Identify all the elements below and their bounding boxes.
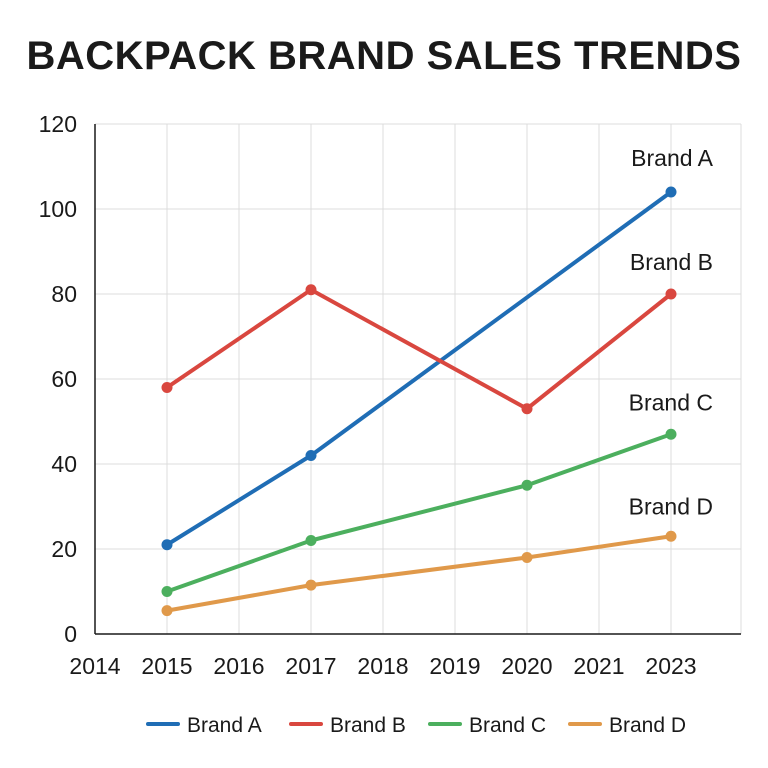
data-point-brand-b bbox=[665, 288, 677, 300]
x-tick-label: 2019 bbox=[429, 653, 480, 679]
series-line-brand-c bbox=[165, 432, 673, 594]
end-label-brand-a: Brand A bbox=[631, 145, 713, 171]
data-point-brand-b bbox=[521, 403, 533, 415]
data-point-brand-d bbox=[161, 605, 173, 617]
series-end-labels: Brand A Brand B Brand C Brand D bbox=[629, 145, 714, 519]
end-label-brand-b: Brand B bbox=[630, 249, 713, 275]
y-tick-label: 60 bbox=[51, 366, 77, 392]
legend-item-brand-c: Brand C bbox=[428, 714, 546, 737]
end-label-brand-c: Brand C bbox=[629, 389, 713, 415]
x-tick-label: 2017 bbox=[285, 653, 336, 679]
data-point-brand-c bbox=[161, 586, 173, 597]
y-tick-labels: 0 20 40 60 80 100 120 bbox=[39, 111, 77, 647]
x-tick-label: 2016 bbox=[213, 653, 264, 679]
data-point-brand-a bbox=[305, 450, 317, 461]
data-point-brand-d bbox=[665, 530, 677, 542]
y-tick-label: 100 bbox=[39, 196, 77, 222]
legend-item-brand-a: Brand A bbox=[146, 714, 262, 737]
series-line-brand-b bbox=[165, 287, 673, 411]
y-tick-label: 40 bbox=[51, 451, 77, 477]
x-tick-label: 2020 bbox=[501, 653, 552, 679]
data-point-brand-d bbox=[305, 579, 317, 591]
data-point-brand-b bbox=[305, 284, 317, 296]
data-point-brand-c bbox=[665, 428, 677, 440]
data-point-brand-c bbox=[305, 535, 317, 546]
legend-label-brand-c: Brand C bbox=[469, 714, 546, 737]
data-point-brand-d bbox=[521, 552, 533, 563]
end-label-brand-d: Brand D bbox=[629, 493, 713, 519]
legend-item-brand-b: Brand B bbox=[289, 714, 406, 737]
y-tick-label: 20 bbox=[51, 536, 77, 562]
series-points bbox=[161, 186, 677, 617]
legend-label-brand-a: Brand A bbox=[187, 714, 262, 737]
data-point-brand-c bbox=[521, 479, 533, 491]
legend-label-brand-b: Brand B bbox=[330, 714, 406, 737]
data-point-brand-b bbox=[161, 382, 173, 393]
y-tick-label: 0 bbox=[64, 621, 77, 647]
x-tick-label: 2014 bbox=[69, 653, 120, 679]
legend-label-brand-d: Brand D bbox=[609, 714, 686, 737]
axes bbox=[94, 124, 741, 635]
y-tick-label: 120 bbox=[39, 111, 77, 137]
data-point-brand-a bbox=[161, 539, 173, 551]
x-tick-label: 2021 bbox=[573, 653, 624, 679]
y-tick-label: 80 bbox=[51, 281, 77, 307]
chart-title: BACKPACK BRAND SALES TRENDS bbox=[26, 34, 742, 78]
legend-item-brand-d: Brand D bbox=[568, 714, 686, 737]
series-lines bbox=[165, 190, 673, 613]
data-point-brand-a bbox=[665, 186, 677, 198]
x-tick-label: 2018 bbox=[357, 653, 408, 679]
legend: Brand A Brand B Brand C Brand D bbox=[146, 714, 686, 737]
series-line-brand-a bbox=[165, 190, 673, 547]
x-tick-label: 2015 bbox=[141, 653, 192, 679]
x-tick-labels: 2014 2015 2016 2017 2018 2019 2020 2021 2023 bbox=[69, 653, 696, 679]
series-line-brand-d bbox=[165, 534, 673, 613]
x-tick-label: 2023 bbox=[645, 653, 696, 679]
